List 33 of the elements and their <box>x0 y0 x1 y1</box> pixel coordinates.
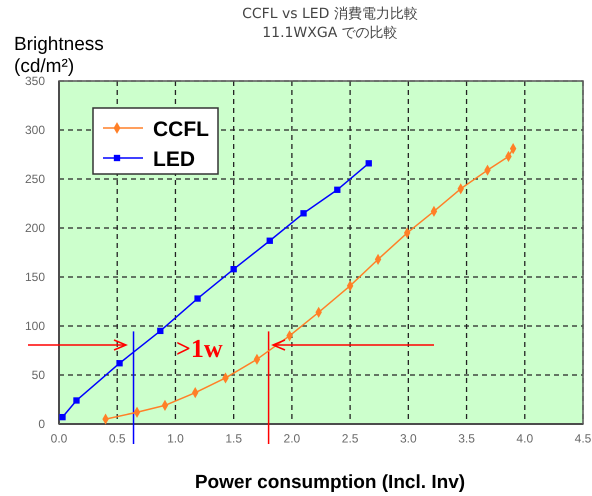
chart-title: CCFL vs LED 消費電力比較 <box>242 6 418 22</box>
y-tick-label: 200 <box>24 220 46 235</box>
point <box>116 360 123 366</box>
x-tick-label: 1.5 <box>225 432 242 446</box>
point <box>73 397 80 404</box>
point <box>366 160 372 166</box>
chart-subtitle: 11.1WXGA での比較 <box>262 25 398 41</box>
y-tick-label: 100 <box>24 318 46 333</box>
point <box>300 210 307 216</box>
legend-label: LED <box>153 148 195 171</box>
point <box>59 414 66 420</box>
x-tick-label: 0.5 <box>108 432 126 446</box>
x-tick-label: 2.5 <box>342 432 359 446</box>
point <box>266 238 273 244</box>
x-tick-label: 4.0 <box>516 432 534 446</box>
legend-label: CCFL <box>153 118 210 141</box>
x-tick-label: 3.5 <box>458 432 476 446</box>
y-tick-label: 50 <box>32 368 46 382</box>
point <box>334 186 340 193</box>
annotation: >1w <box>176 334 223 363</box>
point <box>230 266 237 272</box>
x-axis-title: Power consumption (Incl. Inv) <box>194 472 466 493</box>
x-tick-label: 3.0 <box>400 432 417 446</box>
y-tick-label: 250 <box>24 172 46 186</box>
point <box>194 295 201 302</box>
y-tick-label: 0 <box>38 416 46 431</box>
x-tick-label: 1.0 <box>167 432 184 446</box>
point <box>157 328 164 334</box>
x-tick-label: 4.5 <box>574 432 592 446</box>
y-tick-label: 150 <box>24 270 46 284</box>
x-tick-label: 0.0 <box>50 432 68 446</box>
x-tick-label: 2.0 <box>284 432 301 446</box>
y-tick-label: 300 <box>24 122 46 137</box>
